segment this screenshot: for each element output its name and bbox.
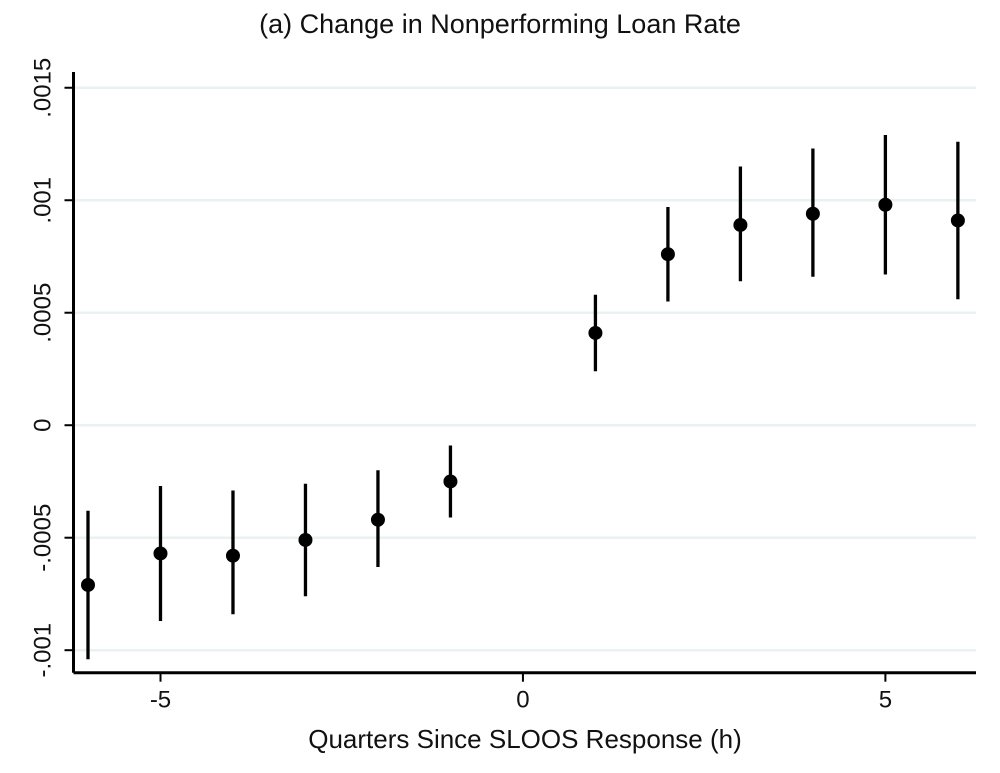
y-tick-label: .0015 <box>29 58 56 118</box>
coefficient-point <box>950 213 965 228</box>
y-tick-label: 0 <box>29 419 56 432</box>
coefficient-point <box>805 206 820 221</box>
coefficient-point <box>225 548 240 563</box>
x-tick-label: -5 <box>150 687 171 714</box>
coefficient-point <box>878 197 893 212</box>
coefficient-point <box>733 217 748 232</box>
y-tick-label: .0005 <box>29 283 56 343</box>
y-tick-label: .001 <box>29 177 56 224</box>
y-tick-label: -.001 <box>29 623 56 678</box>
x-axis-title: Quarters Since SLOOS Response (h) <box>308 724 742 754</box>
coefficient-point <box>80 577 95 592</box>
x-tick-label: 0 <box>516 687 529 714</box>
plot-area: -.001 -.0005 0 .0005 .001 .0015 -5 0 5 <box>29 58 976 714</box>
y-tick-label: -.0005 <box>29 504 56 572</box>
coefficient-point <box>588 325 603 340</box>
coefficient-point <box>153 546 168 561</box>
chart-title: (a) Change in Nonperforming Loan Rate <box>259 9 741 39</box>
coefficient-point <box>298 532 313 547</box>
coefficient-point <box>443 474 458 489</box>
x-tick-label: 5 <box>879 687 892 714</box>
coefficient-point <box>370 512 385 527</box>
coefficient-point <box>660 247 675 262</box>
